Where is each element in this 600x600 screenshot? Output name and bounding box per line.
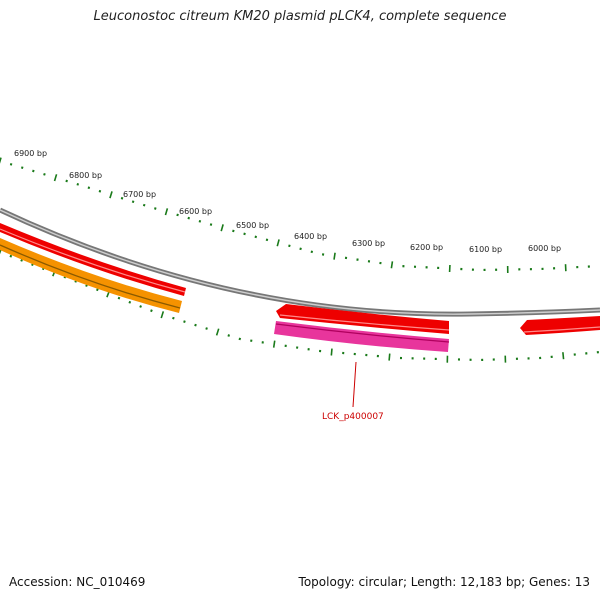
minor-tick bbox=[227, 334, 231, 337]
minor-tick bbox=[232, 229, 235, 233]
map-title: Leuconostoc citreum KM20 plasmid pLCK4, … bbox=[93, 9, 507, 24]
scale-label: 6600 bp bbox=[179, 207, 212, 216]
minor-tick bbox=[120, 196, 124, 200]
minor-tick bbox=[310, 250, 314, 254]
minor-tick bbox=[238, 337, 242, 341]
gene-label: LCK_p400007 bbox=[322, 412, 384, 422]
minor-tick bbox=[205, 327, 208, 330]
minor-tick bbox=[43, 172, 46, 176]
minor-tick bbox=[20, 258, 23, 262]
major-tick bbox=[276, 239, 280, 247]
major-tick bbox=[330, 348, 333, 356]
gene-forward-2[interactable] bbox=[276, 304, 450, 334]
minor-tick bbox=[172, 316, 175, 320]
major-tick bbox=[220, 224, 224, 232]
outer-scale-ticks bbox=[0, 157, 590, 274]
major-tick bbox=[0, 157, 2, 164]
major-tick bbox=[53, 174, 58, 182]
minor-tick bbox=[117, 296, 121, 300]
minor-tick bbox=[32, 169, 35, 173]
minor-tick bbox=[142, 203, 146, 207]
minor-tick bbox=[288, 244, 291, 248]
minor-tick bbox=[154, 207, 157, 210]
major-tick bbox=[388, 353, 391, 361]
minor-tick bbox=[254, 235, 258, 239]
minor-tick bbox=[128, 300, 132, 304]
minor-tick bbox=[194, 323, 197, 327]
minor-tick bbox=[87, 186, 91, 190]
major-tick bbox=[562, 352, 565, 360]
minor-tick bbox=[150, 309, 153, 313]
scale-label: 6200 bp bbox=[410, 243, 443, 252]
scale-label: 6100 bp bbox=[469, 245, 502, 254]
minor-tick bbox=[9, 254, 13, 258]
minor-tick bbox=[265, 238, 269, 242]
minor-tick bbox=[198, 220, 202, 223]
major-tick bbox=[160, 311, 165, 319]
major-tick bbox=[390, 261, 394, 269]
major-tick bbox=[272, 340, 276, 348]
minor-tick bbox=[187, 216, 190, 220]
major-tick bbox=[164, 208, 169, 216]
major-tick bbox=[333, 252, 336, 260]
backbone-arc bbox=[0, 207, 600, 317]
minor-tick bbox=[96, 288, 99, 292]
gene-forward-3[interactable] bbox=[520, 316, 600, 335]
scale-labels: 6900 bp 6800 bp 6700 bp 6600 bp 6500 bp … bbox=[14, 149, 561, 254]
minor-tick bbox=[139, 305, 142, 308]
scale-label: 6700 bp bbox=[123, 190, 156, 199]
minor-tick bbox=[299, 247, 302, 251]
gene-forward-1[interactable] bbox=[0, 223, 186, 296]
minor-tick bbox=[20, 166, 24, 170]
scale-label: 6000 bp bbox=[528, 244, 561, 253]
scale-label: 6500 bp bbox=[236, 221, 269, 230]
accession-text: Accession: NC_010469 bbox=[9, 575, 146, 589]
minor-tick bbox=[131, 200, 135, 204]
scale-label: 6900 bp bbox=[14, 149, 47, 158]
major-tick bbox=[109, 191, 113, 199]
gene-reverse-orange[interactable] bbox=[0, 238, 182, 313]
minor-tick bbox=[98, 189, 102, 193]
minor-tick bbox=[209, 223, 213, 226]
gene-reverse-pink[interactable] bbox=[274, 321, 450, 352]
scale-label: 6300 bp bbox=[352, 239, 385, 248]
topology-text: Topology: circular; Length: 12,183 bp; G… bbox=[298, 575, 590, 589]
minor-tick bbox=[9, 162, 13, 166]
scale-label: 6400 bp bbox=[294, 232, 327, 241]
minor-tick bbox=[176, 213, 179, 217]
minor-tick bbox=[65, 179, 68, 183]
minor-tick bbox=[76, 182, 80, 186]
scale-label: 6800 bp bbox=[69, 171, 102, 180]
minor-tick bbox=[183, 320, 186, 323]
inner-scale-ticks bbox=[0, 248, 599, 363]
minor-tick bbox=[243, 232, 246, 236]
gene-label-leader bbox=[352, 361, 357, 408]
major-tick bbox=[215, 328, 220, 336]
